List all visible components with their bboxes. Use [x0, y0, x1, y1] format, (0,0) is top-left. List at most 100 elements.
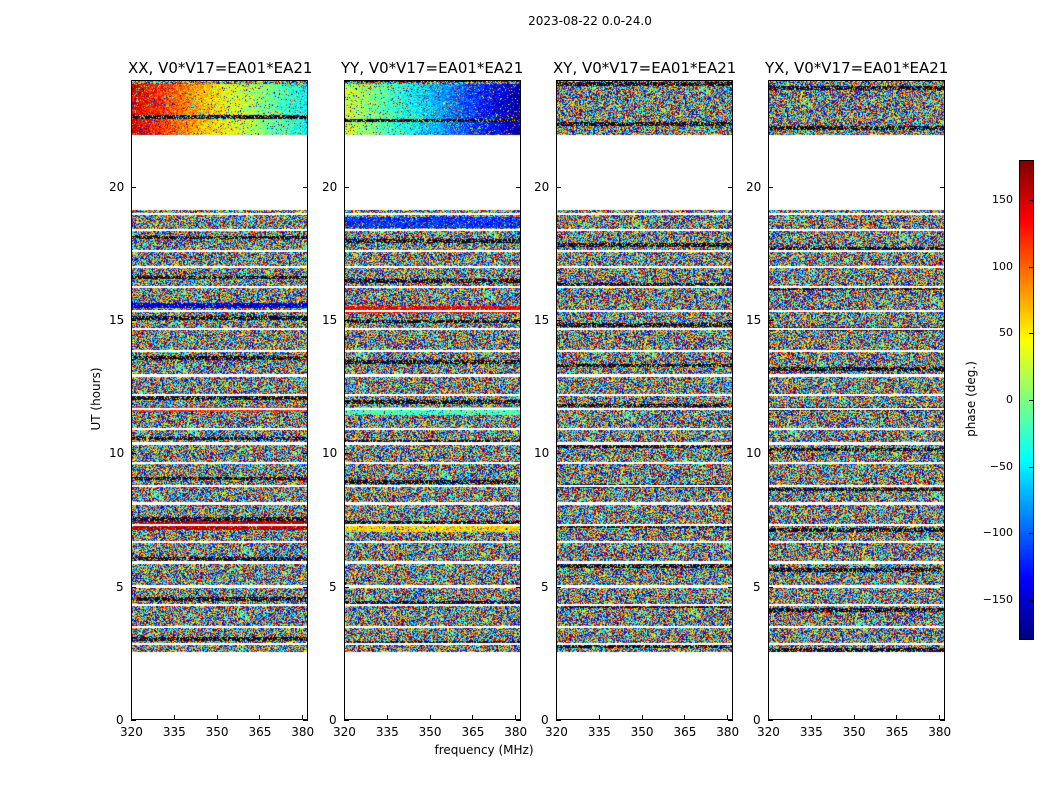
y-tick-xx-0: [131, 720, 136, 721]
x-tick-yx-350: [853, 715, 855, 720]
y-tick-xx-5: [303, 586, 308, 588]
x-tick-yy-350: [429, 715, 431, 720]
y-tick-xx-20: [303, 186, 308, 188]
heatmap-panel-yy: [344, 80, 521, 720]
y-tick-label: 0: [116, 713, 124, 727]
y-tick-xy-5: [728, 586, 733, 588]
y-tick-yy-5: [344, 586, 349, 588]
x-tick-yx-365: [896, 715, 898, 720]
x-tick-label: 380: [504, 725, 528, 739]
colorbar-tick-label: 50: [999, 326, 1013, 340]
colorbar-tick-label: −100: [982, 526, 1013, 540]
y-tick-label: 15: [746, 313, 762, 327]
panel-title-yx: YX, V0*V17=EA01*EA21: [765, 59, 949, 77]
x-tick-yy-335: [386, 715, 388, 720]
y-tick-label: 15: [322, 313, 338, 327]
y-tick-xx-5: [131, 586, 136, 588]
heatmap-panel-xx: [131, 80, 308, 720]
y-tick-xy-15: [728, 320, 733, 321]
x-tick-label: 350: [630, 725, 654, 739]
x-tick-label: 365: [885, 725, 909, 739]
y-tick-yy-20: [344, 186, 349, 188]
y-tick-xx-10: [131, 453, 136, 455]
y-axis-label: UT (hours): [89, 367, 103, 431]
y-tick-label: 5: [541, 579, 549, 594]
y-tick-xx-0: [303, 720, 308, 721]
y-tick-label: 0: [753, 713, 761, 727]
y-tick-yx-5: [768, 586, 773, 588]
heatmap-image-yy: [345, 81, 520, 719]
y-tick-label: 15: [109, 313, 125, 327]
y-tick-label: 20: [322, 179, 338, 194]
y-tick-yy-15: [516, 320, 521, 321]
y-tick-yy-5: [516, 586, 521, 588]
y-tick-yy-15: [344, 320, 349, 321]
y-tick-label: 20: [746, 179, 762, 194]
x-tick-xx-380: [302, 715, 304, 720]
x-tick-label: 320: [545, 725, 568, 739]
colorbar-tick-label: 100: [992, 259, 1013, 273]
x-tick-xy-365: [684, 715, 686, 720]
x-tick-yx-335: [810, 715, 812, 720]
y-tick-yx-15: [940, 320, 945, 321]
y-tick-yy-10: [344, 453, 349, 455]
colorbar-tick: [1029, 600, 1034, 601]
x-tick-label: 350: [842, 725, 866, 739]
y-tick-label: 5: [329, 579, 337, 594]
y-tick-label: 20: [534, 179, 550, 194]
y-tick-label: 5: [116, 579, 124, 594]
x-tick-label: 335: [587, 725, 611, 739]
y-tick-yx-0: [940, 720, 945, 721]
y-tick-label: 10: [746, 446, 762, 461]
x-tick-yx-380: [939, 715, 941, 720]
heatmap-panel-yx: [768, 80, 945, 720]
y-tick-yx-5: [940, 586, 945, 588]
y-tick-label: 5: [753, 579, 761, 594]
x-tick-label: 335: [799, 725, 823, 739]
y-tick-yx-20: [940, 186, 945, 188]
y-tick-label: 15: [534, 313, 550, 327]
x-tick-xy-320: [556, 715, 557, 720]
x-tick-yy-380: [515, 715, 517, 720]
colorbar-tick-label: 150: [992, 193, 1013, 206]
y-tick-xy-0: [556, 720, 561, 721]
y-tick-label: 20: [109, 179, 125, 194]
x-tick-label: 320: [120, 725, 143, 739]
y-tick-xx-20: [131, 186, 136, 188]
y-tick-yx-20: [768, 186, 773, 188]
heatmap-image-yx: [769, 81, 944, 719]
x-tick-xy-350: [641, 715, 643, 720]
y-tick-xy-20: [556, 186, 561, 188]
x-tick-xx-365: [259, 715, 261, 720]
y-tick-xy-15: [556, 320, 561, 321]
x-tick-yy-320: [344, 715, 345, 720]
x-tick-label: 380: [716, 725, 740, 739]
y-tick-label: 0: [541, 713, 549, 727]
colorbar-tick: [1029, 333, 1034, 335]
y-tick-yy-0: [344, 720, 349, 721]
y-tick-xy-20: [728, 186, 733, 188]
colorbar-tick: [1029, 400, 1034, 401]
y-tick-yx-10: [768, 453, 773, 455]
x-tick-label: 335: [375, 725, 399, 739]
heatmap-image-xx: [132, 81, 307, 719]
y-tick-label: 10: [534, 446, 550, 461]
x-tick-xy-380: [727, 715, 729, 720]
x-tick-xy-335: [598, 715, 600, 720]
y-tick-yx-15: [768, 320, 773, 321]
x-tick-label: 320: [333, 725, 356, 739]
x-tick-xx-335: [173, 715, 175, 720]
colorbar-tick: [1029, 466, 1034, 468]
x-tick-yy-365: [472, 715, 474, 720]
colorbar-tick: [1029, 200, 1034, 201]
y-tick-xx-15: [303, 320, 308, 321]
y-tick-yx-10: [940, 453, 945, 455]
x-tick-label: 335: [162, 725, 186, 739]
x-tick-label: 365: [673, 725, 697, 739]
colorbar-tick: [1029, 266, 1034, 268]
x-tick-label: 320: [757, 725, 780, 739]
y-tick-xx-10: [303, 453, 308, 455]
y-tick-xy-0: [728, 720, 733, 721]
y-tick-yx-0: [768, 720, 773, 721]
y-tick-yy-0: [516, 720, 521, 721]
